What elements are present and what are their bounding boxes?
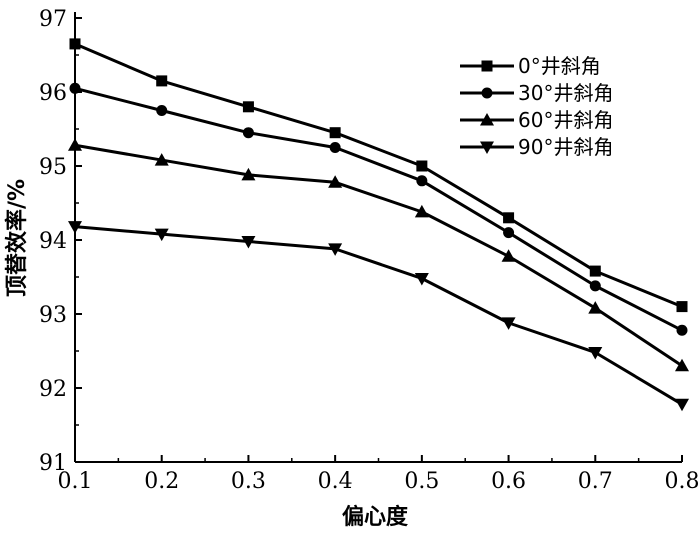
legend-label: 30°井斜角 (518, 81, 613, 105)
legend-item: 0°井斜角 (460, 54, 601, 78)
data-point (588, 346, 603, 360)
y-tick-label: 97 (39, 7, 67, 32)
x-axis-label: 偏心度 (342, 504, 409, 530)
data-point (156, 105, 168, 116)
legend: 0°井斜角 30°井斜角 60°井斜角 90°井斜角 (460, 54, 613, 159)
data-point (675, 398, 689, 412)
data-point (503, 212, 515, 224)
legend-item: 60°井斜角 (460, 108, 613, 132)
y-tick-label: 95 (39, 155, 67, 180)
x-tick-label: 0.8 (665, 469, 700, 494)
x-tick-label: 0.1 (58, 469, 93, 494)
data-point (675, 358, 689, 372)
data-point (68, 221, 82, 234)
data-point (154, 153, 169, 166)
data-point (589, 265, 601, 277)
data-point (328, 175, 343, 188)
legend-marker (480, 141, 494, 154)
y-tick-label: 93 (39, 303, 67, 328)
data-point (69, 38, 81, 50)
data-point (242, 127, 254, 139)
series-line (74, 143, 683, 368)
legend-marker (480, 113, 494, 126)
data-point (156, 75, 168, 87)
y-tick-label: 91 (39, 451, 67, 476)
legend-item: 30°井斜角 (460, 81, 613, 105)
legend-label: 0°井斜角 (518, 54, 601, 78)
y-tick-label: 96 (39, 81, 67, 106)
data-point (676, 301, 688, 313)
y-axis-label: 顶替效率/% (4, 179, 30, 297)
legend-marker (481, 60, 493, 72)
data-point (241, 167, 256, 181)
data-point (416, 175, 428, 187)
data-point (588, 301, 603, 314)
y-axis-ticks: 91 92 93 94 95 96 97 (39, 7, 82, 476)
x-tick-label: 0.7 (578, 469, 613, 494)
data-point (503, 227, 515, 239)
series-1 (69, 38, 688, 313)
legend-marker (481, 87, 493, 99)
data-point (69, 82, 81, 94)
y-tick-label: 94 (39, 229, 67, 254)
legend-label: 60°井斜角 (518, 108, 613, 132)
series-4 (68, 221, 689, 412)
data-point (501, 249, 516, 262)
x-tick-label: 0.2 (144, 469, 179, 494)
data-point (154, 228, 169, 242)
series-3 (68, 138, 689, 372)
data-point (68, 138, 82, 151)
series-line (74, 225, 683, 406)
legend-label: 90°井斜角 (518, 135, 613, 159)
data-point (329, 127, 341, 139)
x-tick-label: 0.4 (318, 469, 353, 494)
data-point (676, 324, 688, 336)
data-point (329, 142, 341, 153)
series-line (74, 86, 683, 332)
x-tick-label: 0.3 (231, 469, 266, 494)
data-point (328, 243, 343, 256)
data-point (414, 204, 429, 218)
data-point (241, 235, 256, 249)
series-layer (68, 38, 689, 412)
legend-item: 90°井斜角 (460, 135, 613, 159)
series-2 (69, 82, 688, 336)
data-point (501, 317, 516, 330)
data-point (242, 101, 254, 113)
y-tick-label: 92 (39, 377, 67, 402)
x-tick-label: 0.5 (404, 469, 439, 494)
data-point (414, 272, 429, 286)
series-line (74, 42, 683, 308)
data-point (589, 280, 601, 292)
x-tick-label: 0.6 (491, 469, 526, 494)
data-point (416, 160, 428, 172)
x-axis-ticks: 0.1 0.2 0.3 0.4 0.5 0.6 0.7 0.8 (58, 455, 700, 494)
